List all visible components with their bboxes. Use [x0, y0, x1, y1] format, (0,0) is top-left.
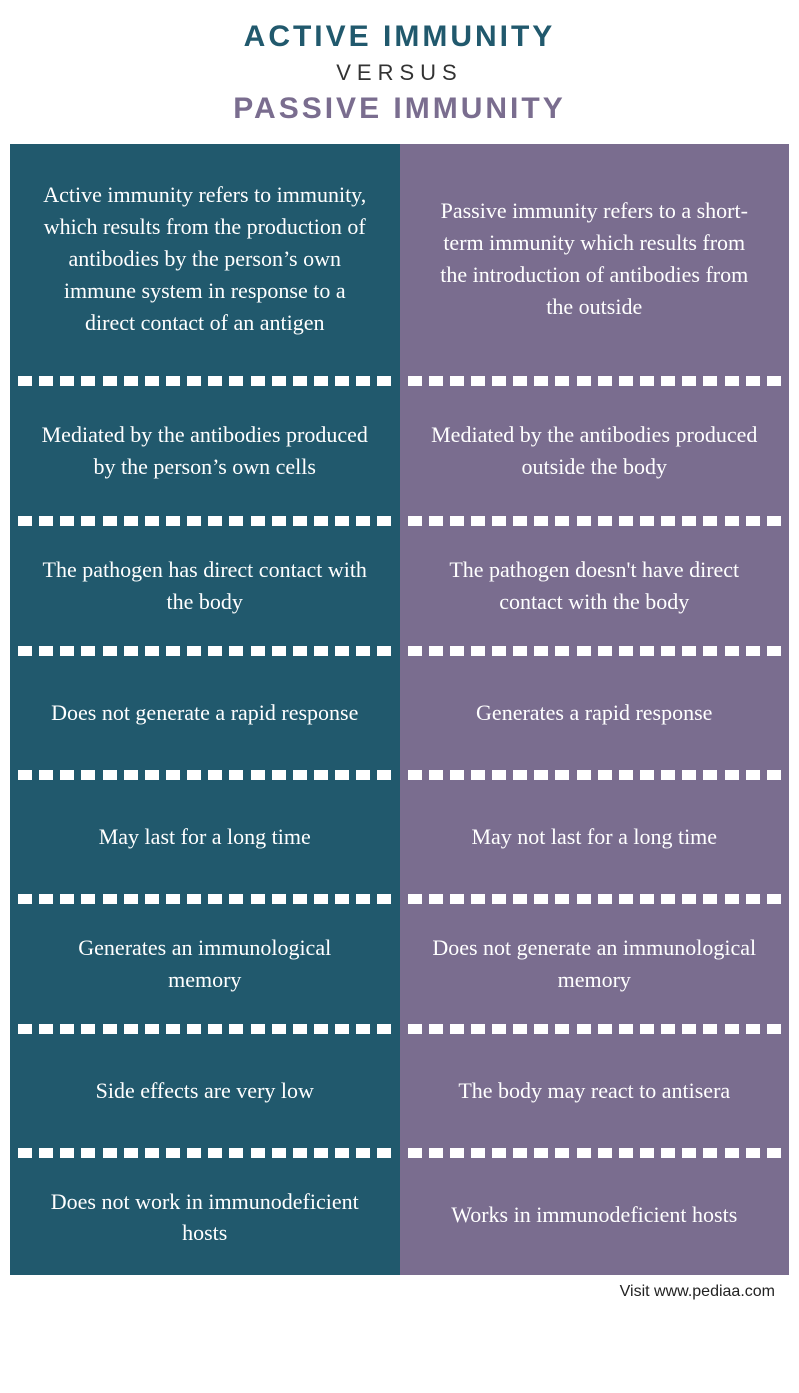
cell-active-6: Side effects are very low — [10, 1036, 400, 1146]
cell-active-4: May last for a long time — [10, 782, 400, 892]
row-divider — [400, 374, 790, 388]
cell-passive-3: Generates a rapid response — [400, 658, 790, 768]
title-passive: PASSIVE IMMUNITY — [10, 92, 789, 126]
row-divider — [10, 514, 400, 528]
cell-passive-6: The body may react to antisera — [400, 1036, 790, 1146]
cell-active-1: Mediated by the antibodies produced by t… — [10, 388, 400, 514]
row-divider — [400, 768, 790, 782]
row-divider — [10, 374, 400, 388]
cell-passive-5: Does not generate an immunological memor… — [400, 906, 790, 1022]
column-active: Active immunity refers to immunity, whic… — [10, 144, 400, 1275]
row-divider — [10, 892, 400, 906]
row-divider — [400, 892, 790, 906]
row-divider — [10, 768, 400, 782]
row-divider — [400, 644, 790, 658]
cell-passive-2: The pathogen doesn't have direct contact… — [400, 528, 790, 644]
footer-credit: Visit www.pediaa.com — [10, 1275, 789, 1301]
cell-passive-0: Passive immunity refers to a short-term … — [400, 144, 790, 374]
infographic-container: ACTIVE IMMUNITY VERSUS PASSIVE IMMUNITY … — [0, 0, 799, 1311]
row-divider — [10, 1022, 400, 1036]
cell-passive-1: Mediated by the antibodies produced outs… — [400, 388, 790, 514]
column-passive: Passive immunity refers to a short-term … — [400, 144, 790, 1275]
cell-active-0: Active immunity refers to immunity, whic… — [10, 144, 400, 374]
cell-active-7: Does not work in immunodeficient hosts — [10, 1160, 400, 1276]
row-divider — [400, 1022, 790, 1036]
cell-passive-7: Works in immunodeficient hosts — [400, 1160, 790, 1270]
comparison-columns: Active immunity refers to immunity, whic… — [10, 144, 789, 1275]
row-divider — [10, 1146, 400, 1160]
cell-passive-4: May not last for a long time — [400, 782, 790, 892]
versus-label: VERSUS — [10, 60, 789, 86]
title-active: ACTIVE IMMUNITY — [10, 20, 789, 54]
cell-active-3: Does not generate a rapid response — [10, 658, 400, 768]
cell-active-2: The pathogen has direct contact with the… — [10, 528, 400, 644]
header: ACTIVE IMMUNITY VERSUS PASSIVE IMMUNITY — [10, 20, 789, 144]
row-divider — [10, 644, 400, 658]
row-divider — [400, 1146, 790, 1160]
cell-active-5: Generates an immunological memory — [10, 906, 400, 1022]
row-divider — [400, 514, 790, 528]
